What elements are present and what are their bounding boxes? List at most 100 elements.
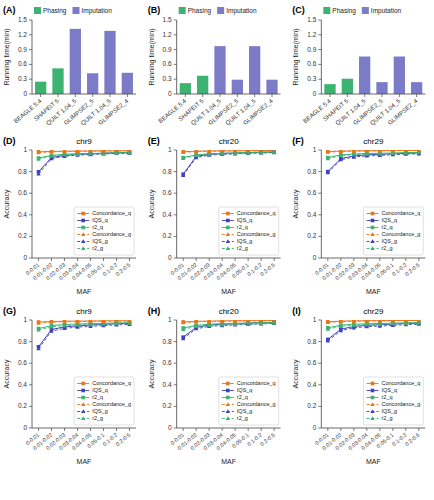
x-tick — [116, 258, 117, 261]
x-tick — [40, 94, 41, 97]
legend: Concordance_qIQS_qr2_qConcordance_gIQS_g… — [74, 207, 134, 255]
legend-label: IQS_g — [92, 238, 108, 244]
x-tick-label: 0.05-0.1 — [86, 262, 105, 280]
x-tick — [51, 428, 52, 431]
y-tick-label: 0.2 — [18, 402, 27, 409]
x-tick-label: 0.2-0.5 — [259, 432, 276, 448]
y-tick — [174, 428, 177, 429]
legend-label: Concordance_g — [237, 401, 276, 407]
legend: PhasingImputation — [179, 7, 257, 15]
bar — [266, 80, 277, 94]
legend: Concordance_qIQS_qr2_qConcordance_gIQS_g… — [363, 377, 423, 425]
marker — [233, 151, 237, 155]
figure: 00.30.60.91.21.5BEAGLE 5.4SHAPEIT 5QUILT… — [0, 0, 434, 500]
legend-label: Phasing — [188, 7, 212, 15]
x-tick-label: 0.2-0.5 — [114, 432, 131, 448]
x-tick — [366, 428, 367, 431]
x-tick-label: 0.05-0.1 — [231, 262, 250, 280]
marker — [352, 152, 356, 156]
y-tick — [318, 193, 321, 194]
y-tick — [174, 64, 177, 65]
marker — [326, 327, 330, 331]
y-axis-label: Accuracy — [148, 359, 156, 388]
panel-label: (D) — [3, 136, 16, 146]
marker — [207, 323, 211, 327]
x-axis — [321, 258, 425, 259]
legend-marker — [81, 226, 85, 230]
legend-label: Concordance_q — [381, 210, 420, 216]
plot-area — [35, 29, 133, 94]
y-tick — [318, 64, 321, 65]
x-tick-label: 0.2-0.5 — [404, 262, 421, 278]
bar — [87, 73, 98, 94]
legend-label: IQS_q — [237, 387, 253, 393]
marker — [194, 320, 198, 323]
y-tick — [174, 406, 177, 407]
y-tick — [29, 34, 32, 35]
legend-label: r2_g — [237, 415, 248, 421]
marker — [391, 151, 395, 155]
y-tick-label: 0.2 — [307, 232, 316, 239]
marker — [352, 150, 356, 153]
legend-marker — [226, 239, 230, 243]
x-tick — [38, 258, 39, 261]
panel: 00.30.60.91.21.5BEAGLE 5.4SHAPEIT 5QUILT… — [3, 5, 136, 126]
title: chr29 — [363, 137, 384, 146]
marker — [194, 153, 198, 157]
x-tick-label: 0.05-0.1 — [375, 432, 394, 450]
marker — [417, 321, 421, 325]
y-axis-label: Running time(min) — [148, 28, 156, 85]
y-tick-label: 0.2 — [163, 232, 172, 239]
marker — [62, 320, 66, 323]
marker — [181, 156, 185, 160]
x-tick — [274, 258, 275, 261]
legend-label: IQS_g — [92, 408, 108, 414]
y-tick — [174, 236, 177, 237]
panel-label: (E) — [148, 136, 160, 146]
x-axis-label: MAF — [221, 458, 236, 465]
marker — [181, 320, 185, 324]
legend-label: Concordance_g — [237, 231, 276, 237]
y-tick — [174, 320, 177, 321]
x-tick-label: 0.05-0.1 — [86, 432, 105, 450]
y-tick-label: 0.6 — [18, 359, 27, 366]
y-tick-label: 0 — [23, 254, 27, 261]
y-tick — [174, 214, 177, 215]
x-axis — [321, 428, 425, 429]
x-tick — [366, 258, 367, 261]
y-tick-label: 0.3 — [18, 75, 27, 82]
legend-marker — [371, 382, 375, 386]
legend-marker — [81, 232, 85, 236]
y-tick-label: 0.8 — [307, 168, 316, 175]
panel-label: (I) — [292, 306, 301, 316]
legend-swatch — [179, 7, 186, 14]
title: chr20 — [219, 137, 240, 146]
bar — [214, 46, 225, 94]
x-tick — [272, 94, 273, 97]
legend-marker — [371, 212, 375, 216]
y-axis — [321, 320, 322, 428]
legend-label: r2_q — [381, 394, 392, 400]
panel-label: (C) — [292, 5, 305, 15]
y-tick — [29, 406, 32, 407]
bar — [122, 73, 133, 94]
marker — [404, 151, 408, 155]
x-tick — [364, 94, 365, 97]
marker — [75, 323, 79, 327]
legend-label: r2_q — [381, 224, 392, 230]
bar — [197, 76, 208, 94]
x-tick — [330, 94, 331, 97]
x-tick — [327, 428, 328, 431]
marker — [326, 320, 330, 324]
y-tick — [29, 171, 32, 172]
y-tick — [29, 94, 32, 95]
legend-swatch — [34, 7, 41, 14]
y-tick-label: 0.8 — [163, 168, 172, 175]
y-tick — [318, 150, 321, 151]
x-tick-label: 0.05-0.1 — [231, 432, 250, 450]
legend-marker — [81, 416, 85, 420]
marker — [220, 320, 224, 323]
legend-frame — [363, 377, 423, 425]
marker — [181, 150, 185, 154]
y-axis — [176, 20, 177, 94]
